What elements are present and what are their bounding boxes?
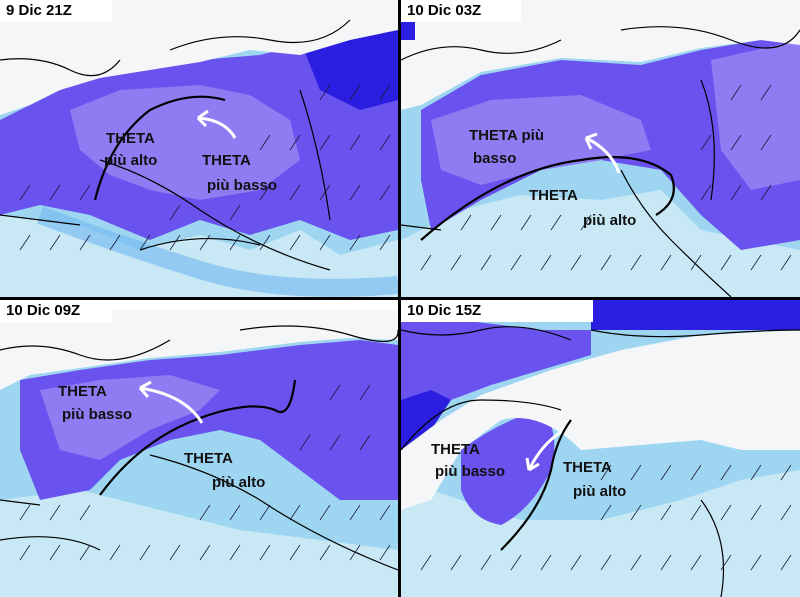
horizontal-divider	[0, 297, 800, 300]
panel-3-label-1-line1: THETA	[58, 383, 107, 400]
panel-1-label-1-line2: più alto	[104, 152, 157, 169]
wind-vectors	[420, 84, 792, 271]
wind-vectors	[420, 464, 792, 571]
map-panel-3: THETA più basso THETA più alto 10 Dic 09…	[0, 300, 398, 597]
panel-3-label-2-line2: più alto	[212, 474, 265, 491]
panel-1-label-2-line1: THETA	[202, 152, 251, 169]
panel-4-title: 10 Dic 15Z	[401, 300, 593, 322]
panel-3-label-2-line1: THETA	[184, 450, 233, 467]
panel-2-label-1-line1: THETA più	[469, 127, 544, 144]
panel-4-label-2-line1: THETA	[563, 459, 612, 476]
map-panel-4: THETA più basso THETA più alto 10 Dic 15…	[401, 300, 800, 597]
map-panel-3-field: THETA più basso THETA più alto	[0, 300, 398, 597]
map-panel-2-field: THETA più basso THETA più alto	[401, 0, 800, 297]
panel-2-title: 10 Dic 03Z	[401, 0, 521, 22]
panel-2-label-2-line2: più alto	[583, 212, 636, 229]
map-panel-4-field: THETA più basso THETA più alto	[401, 300, 800, 597]
wind-vectors	[19, 384, 391, 561]
panel-1-label-2-line2: più basso	[207, 177, 277, 194]
panel-1-title: 9 Dic 21Z	[0, 0, 112, 22]
panel-4-label-2-line2: più alto	[573, 483, 626, 500]
map-panel-1-field: THETA più alto THETA più basso	[0, 0, 398, 297]
panel-2-label-1-line2: basso	[473, 150, 516, 167]
panel-4-label-1-line1: THETA	[431, 441, 480, 458]
map-panel-1: THETA più alto THETA più basso 9 Dic 21Z	[0, 0, 398, 297]
panel-3-title: 10 Dic 09Z	[0, 300, 112, 322]
map-panel-2: THETA più basso THETA più alto 10 Dic 03…	[401, 0, 800, 297]
panel-4-label-1-line2: più basso	[435, 463, 505, 480]
panel-3-label-1-line2: più basso	[62, 406, 132, 423]
panel-2-label-2-line1: THETA	[529, 187, 578, 204]
panel-1-label-1-line1: THETA	[106, 130, 155, 147]
wind-vectors	[19, 84, 391, 251]
